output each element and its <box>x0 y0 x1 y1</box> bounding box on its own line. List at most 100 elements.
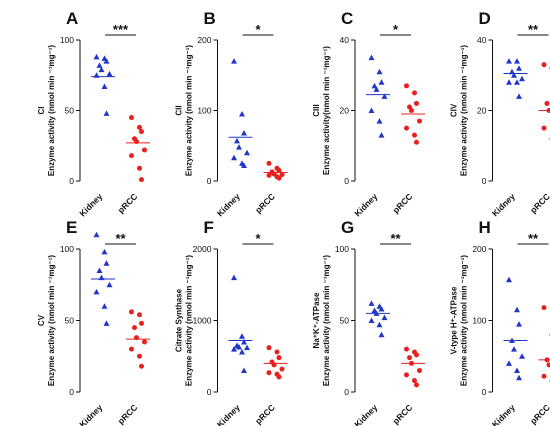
y-axis-label-units: Enzyme activity (nmol min ⁻¹mg⁻¹) <box>460 255 469 386</box>
data-point-kidney <box>234 137 240 144</box>
panel-a: A 0 50 100 CI Enzyme activity (nmol min ⁻¹mg⁻… <box>37 9 150 218</box>
category-label-prcc: pRCC <box>528 402 550 426</box>
y-tick-label: 100 <box>335 244 349 254</box>
y-tick-label: 20 <box>477 106 487 116</box>
y-tick-label: 0 <box>69 176 74 186</box>
data-point-prcc <box>404 125 409 131</box>
significance-marker: *** <box>113 22 129 37</box>
data-point-prcc <box>414 382 419 388</box>
category-label-prcc: pRCC <box>253 191 277 215</box>
data-point-prcc <box>409 108 414 113</box>
data-point-kidney <box>381 314 388 321</box>
y-tick-label: 0 <box>482 176 487 186</box>
panel-letter: D <box>479 9 491 28</box>
category-label-prcc: pRCC <box>116 402 140 426</box>
data-point-kidney <box>373 86 380 92</box>
category-label-kidney: Kidney <box>215 402 242 426</box>
data-point-prcc <box>266 160 272 166</box>
y-tick-label: 200 <box>472 244 486 254</box>
y-axis-label-units: Enzyme activity (nmol min ⁻¹mg⁻¹) <box>185 255 194 386</box>
data-point-prcc <box>279 172 285 178</box>
data-point-kidney <box>98 66 105 73</box>
data-point-prcc <box>546 362 550 368</box>
data-point-kidney <box>93 288 100 295</box>
panel-c: C 0 20 40 CIII Enzyme activity(nmol min ⁻¹mg⁻… <box>312 9 425 218</box>
data-point-prcc <box>142 147 147 153</box>
significance-marker: * <box>255 22 261 37</box>
data-point-kidney <box>519 75 525 82</box>
y-axis-label-measure: CII <box>175 105 184 115</box>
category-label-prcc: pRCC <box>253 402 277 426</box>
data-point-kidney <box>231 346 237 352</box>
data-point-kidney <box>376 321 383 328</box>
y-tick-label: 0 <box>207 387 212 397</box>
data-point-prcc <box>541 125 547 131</box>
significance-marker: * <box>393 22 399 37</box>
panel-b: B 0 100 200 CII Enzyme activity (nmol min ⁻¹m… <box>175 9 288 218</box>
data-point-prcc <box>137 165 142 171</box>
panel-f: F 0 1000 2000 Citrate Synthase Enzyme activit… <box>175 218 288 426</box>
data-point-prcc <box>276 374 282 380</box>
data-point-prcc <box>129 115 134 121</box>
data-point-prcc <box>274 349 280 355</box>
y-tick-label: 100 <box>472 316 486 326</box>
category-label-kidney: Kidney <box>352 191 379 218</box>
category-label-kidney: Kidney <box>490 402 517 426</box>
data-point-kidney <box>371 82 378 89</box>
data-point-prcc <box>129 309 134 315</box>
y-tick-label: 100 <box>60 35 74 45</box>
data-point-kidney <box>376 118 383 124</box>
y-axis-label-measure: Na⁺K⁺-ATPase <box>312 292 321 348</box>
data-point-kidney <box>516 93 522 99</box>
data-point-kidney <box>514 367 520 374</box>
data-point-kidney <box>519 353 525 359</box>
y-axis-label-measure: Citrate Synthase <box>175 288 184 352</box>
panel-letter: A <box>66 9 78 28</box>
data-point-prcc <box>417 118 422 124</box>
data-point-kidney <box>244 344 250 351</box>
data-point-prcc <box>407 355 412 361</box>
data-point-kidney <box>378 132 385 138</box>
y-axis-label-measure: V-type H⁺-ATPase <box>450 286 459 354</box>
data-point-kidney <box>101 303 108 309</box>
data-point-prcc <box>541 373 547 379</box>
data-point-kidney <box>236 343 242 350</box>
data-point-kidney <box>103 320 110 326</box>
y-axis-label-units: Enzyme activity (nmol min ⁻¹mg⁻¹) <box>460 45 469 176</box>
panel-h: H 0 100 200 V-type H⁺-ATPase Enzyme activity … <box>450 218 550 426</box>
category-label-prcc: pRCC <box>391 191 415 215</box>
data-point-kidney <box>506 360 512 366</box>
y-tick-label: 0 <box>344 387 349 397</box>
data-point-kidney <box>103 260 110 266</box>
y-tick-label: 100 <box>197 106 211 116</box>
data-point-prcc <box>404 83 409 89</box>
data-point-prcc <box>129 153 134 159</box>
data-point-kidney <box>516 374 522 381</box>
data-point-prcc <box>414 352 419 358</box>
data-point-kidney <box>506 79 512 85</box>
y-axis-label-measure: CIII <box>312 104 321 116</box>
y-axis-label-measure: CV <box>37 314 46 326</box>
y-tick-label: 40 <box>340 35 350 45</box>
data-point-kidney <box>231 58 237 64</box>
data-point-kidney <box>368 107 375 113</box>
category-label-prcc: pRCC <box>391 402 415 426</box>
significance-marker: * <box>255 231 261 246</box>
y-axis-label-units: Enzyme activity (nmol min ⁻¹mg⁻¹) <box>47 45 56 176</box>
y-tick-label: 50 <box>65 106 75 116</box>
data-point-kidney <box>96 62 103 68</box>
y-tick-label: 0 <box>482 387 487 397</box>
data-point-kidney <box>514 58 520 64</box>
data-point-kidney <box>511 72 517 78</box>
data-point-prcc <box>412 378 417 384</box>
data-point-kidney <box>244 149 250 156</box>
panel-letter: G <box>341 218 354 237</box>
data-point-prcc <box>139 177 144 183</box>
category-label-kidney: Kidney <box>215 191 242 218</box>
data-point-prcc <box>129 346 134 352</box>
data-point-prcc <box>404 372 409 378</box>
data-point-kidney <box>241 338 247 345</box>
data-point-kidney <box>101 248 108 255</box>
data-point-kidney <box>239 333 245 339</box>
